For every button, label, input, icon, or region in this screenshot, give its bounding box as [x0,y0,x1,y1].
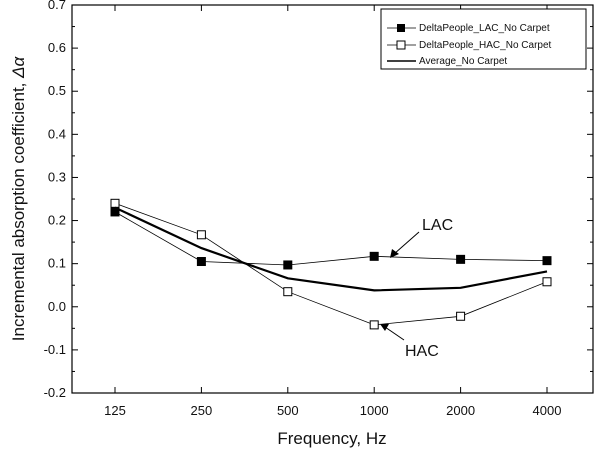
y-tick-label: 0.2 [48,213,66,228]
y-tick-label: 0.6 [48,40,66,55]
y-tick-label: 0.5 [48,83,66,98]
x-tick-label: 250 [191,403,213,418]
data-point-lac [283,260,293,270]
annotation-lac-label: LAC [422,217,453,234]
y-axis-label-text: Incremental absorption coefficient, [9,78,28,341]
x-tick-label: 2000 [446,403,475,418]
data-point-lac [196,257,206,267]
legend-label-hac: DeltaPeople_HAC_No Carpet [419,40,552,51]
data-point-lac [369,251,379,261]
legend-label-lac: DeltaPeople_LAC_No Carpet [419,23,550,34]
plot-frame [71,4,594,394]
series-line-average [114,206,548,292]
y-tick-label: 0.4 [48,126,66,141]
x-tick-label: 500 [277,403,299,418]
data-point-hac [369,320,379,330]
legend-marker-lac [397,24,405,32]
data-point-hac [283,287,293,297]
legend-marker-hac [396,40,406,50]
y-tick-label: -0.2 [44,385,66,400]
data-point-hac [196,230,206,240]
annotation-hac-label: HAC [405,343,439,360]
data-point-hac [110,198,120,208]
legend: DeltaPeople_LAC_No Carpet DeltaPeople_HA… [380,8,587,70]
legend-box [380,8,587,70]
series-layer [110,198,552,330]
x-axis-label: Frequency, Hz [277,429,386,448]
y-axis-label-symbol: Δα [9,55,28,78]
y-tick-label: 0.1 [48,256,66,271]
series-line-lac [114,211,548,266]
ticks-layer: -0.2 -0.1 0.0 0.1 0.2 0.3 0.4 0.5 0.6 0.7 125 250 50… [44,0,593,418]
x-tick-label: 1000 [360,403,389,418]
series-line-hac [114,202,548,326]
annotation-lac-arrow [393,231,420,255]
annotation-lac: LAC [390,217,453,258]
y-tick-label: 0.7 [48,0,66,12]
data-point-lac [542,256,552,266]
y-tick-label: 0.3 [48,169,66,184]
data-point-hac [542,277,552,287]
x-tick-label: 4000 [533,403,562,418]
data-point-lac [456,254,466,264]
legend-label-average: Average_No Carpet [419,56,507,67]
annotation-hac-arrow [384,326,405,341]
y-tick-label: 0.0 [48,299,66,314]
annotation-lac-arrowhead [390,249,399,258]
data-point-hac [456,311,466,321]
annotation-hac: HAC [380,324,439,360]
y-axis-label: Incremental absorption coefficient, Δα [9,55,28,341]
annotation-hac-arrowhead [380,324,389,331]
y-tick-label: -0.1 [44,342,66,357]
x-tick-label: 125 [104,403,126,418]
